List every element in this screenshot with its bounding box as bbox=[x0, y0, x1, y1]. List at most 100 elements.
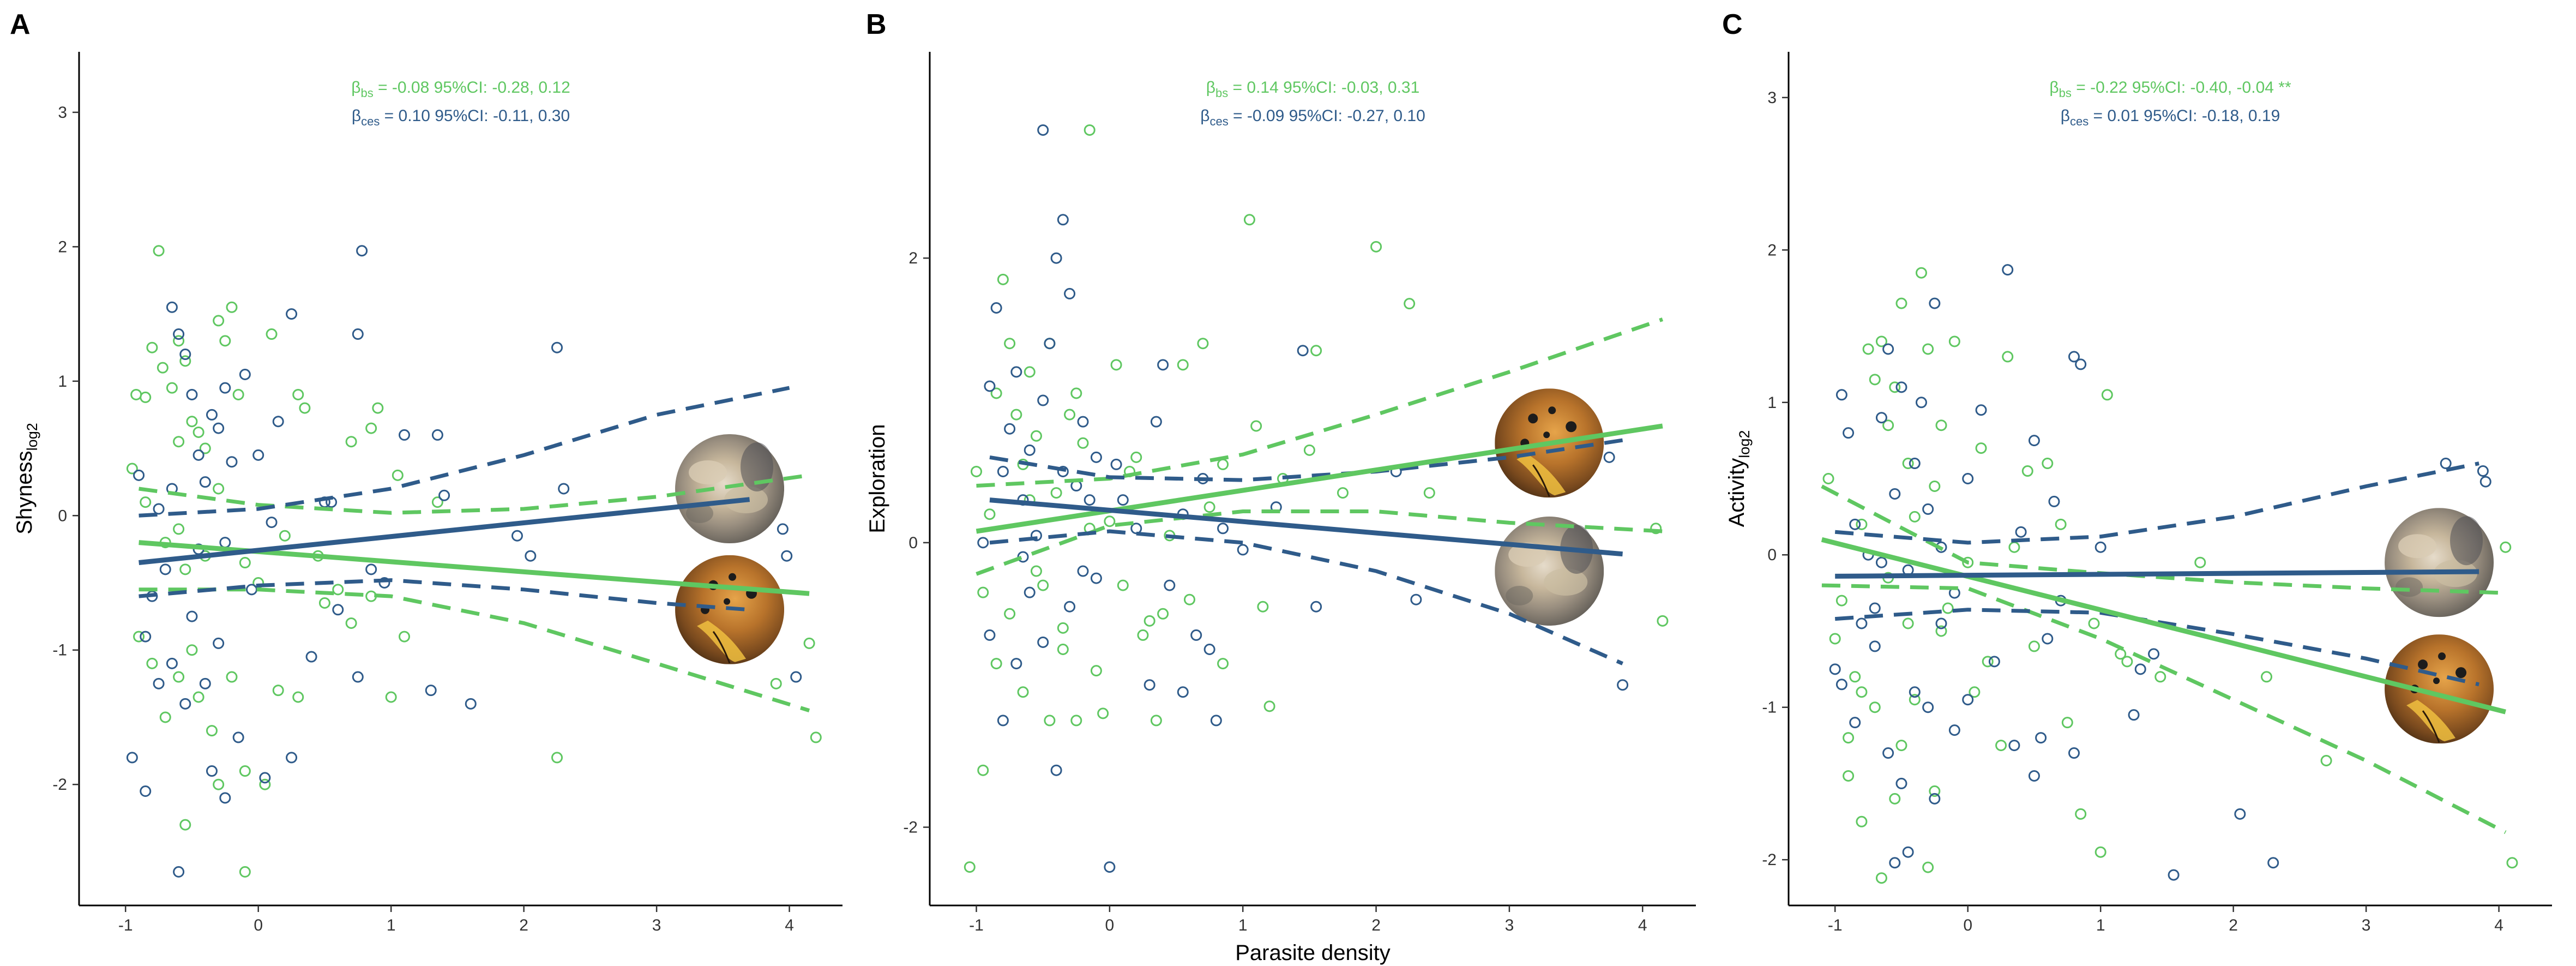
point-ces bbox=[1117, 494, 1129, 506]
x-tick-label: 0 bbox=[254, 916, 263, 934]
point-ces bbox=[551, 341, 563, 353]
point-bs bbox=[1077, 437, 1089, 449]
point-bs bbox=[2055, 518, 2067, 530]
point-ces bbox=[133, 469, 145, 481]
point-bs bbox=[179, 563, 191, 575]
point-bs bbox=[1057, 644, 1069, 655]
point-bs bbox=[299, 402, 311, 414]
x-tick-label: 1 bbox=[387, 916, 396, 934]
point-ces bbox=[2267, 857, 2279, 869]
point-ces bbox=[1010, 658, 1022, 670]
ci-upper-bs bbox=[1821, 484, 2506, 595]
point-bs bbox=[990, 658, 1002, 670]
point-ces bbox=[252, 449, 264, 461]
point-bs bbox=[1024, 366, 1036, 378]
point-bs bbox=[1829, 633, 1841, 645]
point-ces bbox=[984, 380, 996, 392]
point-bs bbox=[1057, 622, 1069, 634]
point-ces bbox=[219, 537, 231, 549]
point-bs bbox=[431, 496, 443, 508]
point-bs bbox=[239, 765, 251, 777]
point-bs bbox=[1084, 124, 1096, 136]
point-bs bbox=[1037, 579, 1049, 591]
point-bs bbox=[964, 861, 976, 873]
point-ces bbox=[1064, 601, 1076, 613]
point-ces bbox=[199, 677, 211, 689]
point-ces bbox=[1210, 715, 1222, 727]
point-bs bbox=[1137, 629, 1149, 641]
point-ces bbox=[219, 382, 231, 394]
point-ces bbox=[166, 657, 178, 669]
point-ces bbox=[1843, 427, 1855, 439]
point-ces bbox=[984, 629, 996, 641]
panel-b: B -2 0 2 -1 0 1 2 3 4 Exploration Parasite density β… bbox=[865, 9, 1696, 965]
point-ces bbox=[525, 550, 537, 562]
x-tick-label: 4 bbox=[785, 916, 794, 934]
rock-photo-1 bbox=[1495, 517, 1604, 626]
point-bs bbox=[1935, 419, 1947, 431]
point-bs bbox=[1117, 579, 1129, 591]
y-tick-label: 1 bbox=[58, 373, 67, 391]
y-tick-label: 0 bbox=[58, 507, 67, 525]
point-bs bbox=[1942, 602, 1954, 614]
point-bs bbox=[157, 362, 168, 374]
point-bs bbox=[1183, 593, 1195, 605]
point-ces bbox=[1902, 846, 1914, 858]
point-bs bbox=[1889, 381, 1901, 393]
point-ces bbox=[1829, 663, 1841, 675]
point-ces bbox=[1297, 345, 1309, 357]
point-bs bbox=[199, 442, 211, 454]
point-bs bbox=[186, 416, 198, 428]
point-ces bbox=[140, 785, 152, 797]
point-ces bbox=[365, 563, 377, 575]
point-bs bbox=[1895, 297, 1907, 309]
point-bs bbox=[146, 657, 158, 669]
point-ces bbox=[140, 631, 152, 643]
point-ces bbox=[1044, 338, 1056, 350]
point-ces bbox=[2048, 495, 2060, 507]
point-bs bbox=[1017, 686, 1029, 698]
point-bs bbox=[1157, 608, 1169, 620]
point-ces bbox=[1203, 644, 1215, 655]
point-bs bbox=[1856, 518, 1868, 530]
point-ces bbox=[246, 584, 258, 596]
point-ces bbox=[2068, 351, 2080, 363]
y-axis-title: Activitylog2 bbox=[1725, 430, 1753, 527]
point-bs bbox=[266, 328, 278, 340]
beta-ces-annotation: βces = 0.01 95%CI: -0.18, 0.19 bbox=[2061, 107, 2280, 128]
point-ces bbox=[173, 866, 185, 878]
point-bs bbox=[1909, 694, 1921, 706]
point-bs bbox=[179, 355, 191, 367]
point-bs bbox=[345, 436, 357, 448]
point-ces bbox=[511, 530, 523, 542]
point-ces bbox=[1962, 694, 1974, 706]
point-bs bbox=[2028, 640, 2040, 652]
point-ces bbox=[305, 651, 317, 663]
point-bs bbox=[213, 778, 225, 790]
point-ces bbox=[2015, 526, 2027, 538]
point-bs bbox=[1929, 785, 1941, 797]
point-ces bbox=[1217, 523, 1229, 535]
point-bs bbox=[1895, 740, 1907, 752]
point-ces bbox=[2128, 709, 2140, 721]
point-ces bbox=[1050, 764, 1062, 776]
panel-letter: C bbox=[1722, 9, 1743, 40]
point-ces bbox=[173, 328, 185, 340]
point-bs bbox=[232, 388, 244, 400]
point-ces bbox=[2440, 458, 2452, 470]
point-bs bbox=[1909, 511, 1921, 523]
point-bs bbox=[1064, 409, 1076, 421]
point-ces bbox=[153, 677, 165, 689]
point-ces bbox=[1935, 617, 1947, 629]
point-bs bbox=[239, 866, 251, 878]
point-ces bbox=[1157, 359, 1169, 371]
panel-letter: B bbox=[866, 9, 887, 40]
point-bs bbox=[166, 382, 178, 394]
point-ces bbox=[1084, 494, 1096, 506]
point-ces bbox=[2035, 732, 2047, 744]
point-bs bbox=[1030, 565, 1042, 577]
point-bs bbox=[1889, 793, 1901, 805]
point-bs bbox=[226, 671, 238, 683]
x-tick-label: -1 bbox=[969, 916, 984, 934]
point-ces bbox=[266, 517, 278, 529]
